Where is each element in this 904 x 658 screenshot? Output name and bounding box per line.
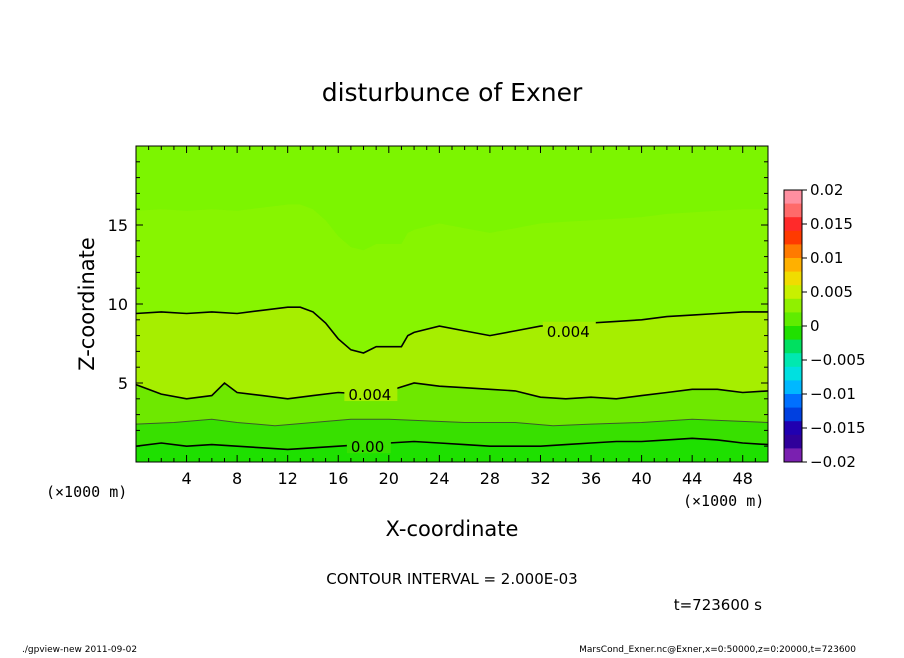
colorbar-swatch xyxy=(784,326,802,341)
y-tick-label: 15 xyxy=(108,216,128,235)
contour-line xyxy=(136,381,768,400)
colorbar-tick-label: 0.02 xyxy=(810,181,843,199)
y-axis-label: Z-coordinate xyxy=(75,237,99,371)
y-tick-label: 5 xyxy=(118,374,128,393)
colorbar-swatch xyxy=(784,353,802,368)
field-band-green xyxy=(136,419,768,450)
contour-line xyxy=(136,418,768,427)
colorbar-tick-label: −0.02 xyxy=(810,453,856,471)
x-axis-label: X-coordinate xyxy=(386,517,519,541)
y-axis: 5 10 15 xyxy=(108,161,768,447)
field-band-upper-lighter xyxy=(136,204,768,353)
colorbar-swatch xyxy=(784,366,802,381)
x-tick-label: 12 xyxy=(278,469,298,488)
contour-interval-text: CONTOUR INTERVAL = 2.000E-03 xyxy=(326,570,577,588)
plot-area: 0.004 0.004 0.00 xyxy=(136,146,768,462)
footer-right: MarsCond_Exner.nc@Exner,x=0:50000,z=0:20… xyxy=(579,645,856,654)
colorbar-swatch xyxy=(784,421,802,436)
x-tick-label: 8 xyxy=(232,469,242,488)
contour-label: 0.004 xyxy=(547,323,590,341)
contour-label-bg xyxy=(344,385,398,402)
colorbar-swatch xyxy=(784,434,802,449)
x-tick-label: 28 xyxy=(480,469,500,488)
colorbar-tick-label: −0.01 xyxy=(810,385,856,403)
colorbar-tick-label: 0.01 xyxy=(810,249,843,267)
x-tick-label: 4 xyxy=(181,469,191,488)
contour-label-bg xyxy=(346,437,391,454)
colorbar-swatch xyxy=(784,380,802,395)
x-axis: 4 8 12 16 20 24 28 32 36 40 44 48 xyxy=(148,146,756,488)
x-tick-label: 20 xyxy=(379,469,399,488)
x-tick-label: 40 xyxy=(631,469,651,488)
colorbar-tick-label: 0 xyxy=(810,317,820,335)
field-band-bottom xyxy=(136,438,768,462)
contour-label-bg xyxy=(542,321,596,338)
x-tick-label: 44 xyxy=(682,469,702,488)
colorbar-tick-label: −0.005 xyxy=(810,351,866,369)
field-band-middle xyxy=(136,307,768,399)
colorbar-swatch xyxy=(784,271,802,286)
field-band-lower xyxy=(136,383,768,426)
colorbar-tick-label: −0.015 xyxy=(810,419,866,437)
x-tick-label: 48 xyxy=(733,469,753,488)
colorbar-tick-label: 0.005 xyxy=(810,283,853,301)
contour-layer: 0.004 0.004 0.00 xyxy=(136,306,768,456)
x-tick-label: 32 xyxy=(530,469,550,488)
x-tick-label: 24 xyxy=(429,469,449,488)
y-tick-label: 10 xyxy=(108,295,128,314)
colorbar-swatch xyxy=(784,230,802,245)
x-tick-label: 36 xyxy=(581,469,601,488)
colorbar-swatch xyxy=(784,285,802,300)
colorbar-swatch xyxy=(784,190,802,205)
contour-line xyxy=(136,437,768,451)
colorbar-tick-label: 0.015 xyxy=(810,215,853,233)
time-text: t=723600 s xyxy=(674,596,762,614)
colorbar-swatch xyxy=(784,312,802,327)
x-tick-label: 16 xyxy=(328,469,348,488)
contour-line xyxy=(136,306,768,354)
colorbar-swatch xyxy=(784,407,802,422)
colorbar-swatch xyxy=(784,448,802,463)
footer-left: ./gpview-new 2011-09-02 xyxy=(22,645,137,654)
chart-title: disturbunce of Exner xyxy=(322,78,583,107)
colorbar-swatch xyxy=(784,244,802,259)
colorbar-swatch xyxy=(784,217,802,232)
colorbar: 0.02 0.015 0.01 0.005 0 −0.005 −0.01 −0.015 −0.0… xyxy=(783,181,866,471)
x-unit-label-left: (×1000 m) xyxy=(46,483,127,501)
colorbar-swatch xyxy=(784,298,802,313)
colorbar-swatch xyxy=(784,258,802,273)
colorbar-swatch xyxy=(784,339,802,354)
contour-label: 0.004 xyxy=(348,386,391,404)
colorbar-swatch xyxy=(784,203,802,218)
x-unit-label-right: (×1000 m) xyxy=(683,492,764,510)
contour-label: 0.00 xyxy=(351,438,384,456)
colorbar-swatch xyxy=(784,394,802,409)
